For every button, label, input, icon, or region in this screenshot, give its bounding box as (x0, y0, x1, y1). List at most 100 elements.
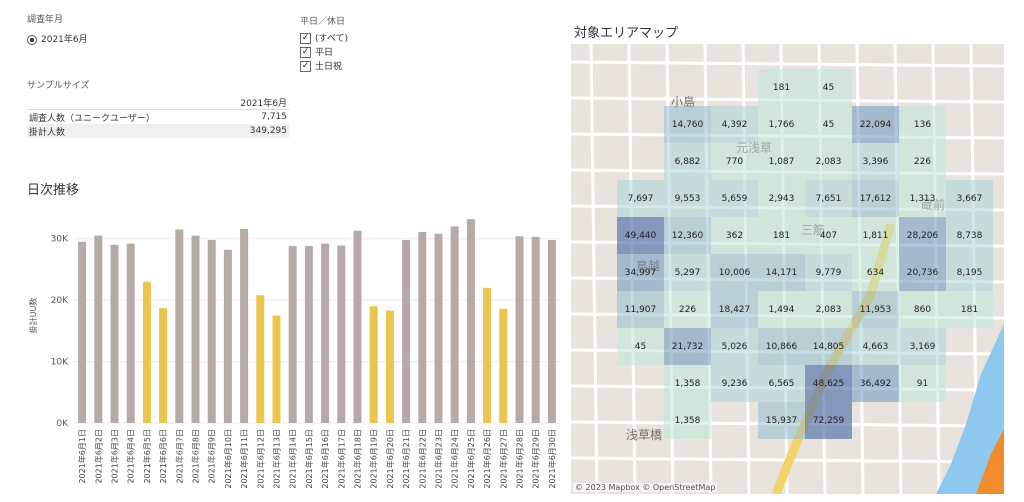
map-place-label: 小島 (671, 94, 695, 109)
map-grid-cell[interactable]: 14,805 (805, 328, 852, 365)
map-grid-cell[interactable]: 5,659 (711, 180, 758, 217)
sample-row-value: 7,715 (261, 112, 287, 122)
y-tick-label: 0K (56, 419, 69, 429)
river (936, 324, 1004, 494)
map-grid-cell[interactable]: 9,236 (711, 365, 758, 402)
daytype-option-holiday[interactable]: ✓ 土日祝 (300, 61, 343, 72)
map-grid-cell[interactable]: 181 (758, 217, 805, 254)
map-grid-cell[interactable]: 1,766 (758, 106, 805, 143)
radio-selected-icon (27, 34, 37, 45)
map-grid-cell[interactable]: 3,169 (899, 328, 946, 365)
y-tick-label: 10K (51, 358, 69, 368)
map-grid-cell[interactable]: 11,953 (852, 291, 899, 328)
sample-size-table: 2021年6月 調査人数（ユニークユーザー） 7,715 掛計人数 349,29… (27, 95, 289, 138)
map-grid-cell[interactable]: 34,997 (617, 254, 664, 291)
map-grid-cell[interactable]: 860 (899, 291, 946, 328)
map-grid-cell[interactable]: 18,427 (711, 291, 758, 328)
x-tick-label: 2021年6月21日 (401, 429, 411, 489)
month-value: 2021年6月 (41, 35, 88, 45)
map-grid-cell[interactable]: 10,866 (758, 328, 805, 365)
month-radio[interactable]: 2021年6月 (27, 32, 88, 45)
map-grid-cell[interactable]: 17,612 (852, 180, 899, 217)
map-grid-cell[interactable]: 1,358 (664, 365, 711, 402)
map-grid-cell[interactable]: 407 (805, 217, 852, 254)
y-tick-label: 20K (51, 296, 69, 306)
map-grid-cell[interactable]: 1,494 (758, 291, 805, 328)
bar (304, 246, 313, 423)
map-grid-cell[interactable]: 21,732 (664, 328, 711, 365)
sample-column-header: 2021年6月 (240, 98, 287, 109)
map-grid-cell[interactable]: 136 (899, 106, 946, 143)
area-map[interactable]: 小島鳥越浅草橋蔵前三筋元浅草 1814514,7604,3921,7664522… (571, 44, 1004, 494)
map-grid-cell[interactable]: 4,663 (852, 328, 899, 365)
map-grid-cell[interactable]: 10,006 (711, 254, 758, 291)
bar (240, 228, 249, 423)
map-grid-cell[interactable]: 15,937 (758, 402, 805, 439)
bar (159, 308, 168, 423)
bar (78, 241, 87, 423)
map-grid-cell[interactable]: 226 (899, 143, 946, 180)
daytype-option-all[interactable]: ✓ (すべて) (300, 33, 349, 44)
map-grid-cell[interactable]: 12,360 (664, 217, 711, 254)
map-grid-cell[interactable]: 3,396 (852, 143, 899, 180)
y-axis-label: 掛計UU数 (28, 298, 38, 334)
x-tick-label: 2021年6月9日 (207, 429, 217, 484)
map-grid-cell[interactable]: 5,297 (664, 254, 711, 291)
map-grid-cell[interactable]: 14,171 (758, 254, 805, 291)
map-grid-cell[interactable]: 6,565 (758, 365, 805, 402)
map-grid-cell[interactable]: 9,779 (805, 254, 852, 291)
bar (142, 281, 151, 423)
map-grid-cell[interactable]: 49,440 (617, 217, 664, 254)
x-tick-label: 2021年6月11日 (239, 429, 249, 489)
map-grid-cell[interactable]: 22,094 (852, 106, 899, 143)
x-tick-label: 2021年6月20日 (385, 429, 395, 489)
map-grid-cell[interactable]: 14,760 (664, 106, 711, 143)
map-grid-cell[interactable]: 72,259 (805, 402, 852, 439)
map-grid-cell[interactable]: 9,553 (664, 180, 711, 217)
map-grid-cell[interactable]: 2,083 (805, 291, 852, 328)
checkbox-checked-icon: ✓ (300, 33, 311, 44)
map-grid-cell[interactable]: 6,882 (664, 143, 711, 180)
y-tick-label: 30K (51, 235, 69, 245)
x-tick-label: 2021年6月5日 (142, 429, 152, 484)
map-grid-cell[interactable]: 4,392 (711, 106, 758, 143)
map-grid-cell[interactable]: 1,087 (758, 143, 805, 180)
map-grid-cell[interactable]: 362 (711, 217, 758, 254)
map-grid-cell[interactable]: 7,697 (617, 180, 664, 217)
map-grid-cell[interactable]: 2,943 (758, 180, 805, 217)
map-grid-cell[interactable]: 770 (711, 143, 758, 180)
map-grid-cell[interactable]: 1,811 (852, 217, 899, 254)
map-grid-cell[interactable]: 634 (852, 254, 899, 291)
map-grid-cell[interactable]: 181 (758, 69, 805, 106)
map-grid-cell[interactable]: 1,313 (899, 180, 946, 217)
map-grid-cell[interactable]: 45 (617, 328, 664, 365)
map-grid-cell[interactable]: 48,625 (805, 365, 852, 402)
map-grid-cell[interactable]: 7,651 (805, 180, 852, 217)
street (589, 44, 599, 494)
map-grid-cell[interactable]: 181 (946, 291, 993, 328)
map-grid-cell[interactable]: 8,738 (946, 217, 993, 254)
daytype-option-weekday[interactable]: ✓ 平日 (300, 47, 334, 58)
bar (321, 243, 330, 423)
bar (499, 308, 508, 423)
map-grid-cell[interactable]: 11,907 (617, 291, 664, 328)
x-tick-label: 2021年6月22日 (417, 429, 427, 489)
bar (450, 226, 459, 423)
map-grid-cell[interactable]: 91 (899, 365, 946, 402)
map-grid-cell[interactable]: 8,195 (946, 254, 993, 291)
map-grid-cell[interactable]: 28,206 (899, 217, 946, 254)
map-grid-cell[interactable]: 3,667 (946, 180, 993, 217)
bar (256, 295, 265, 423)
map-grid-cell[interactable]: 36,492 (852, 365, 899, 402)
map-grid-cell[interactable]: 45 (805, 106, 852, 143)
map-grid-cell[interactable]: 5,026 (711, 328, 758, 365)
map-grid-cell[interactable]: 226 (664, 291, 711, 328)
map-grid-cell[interactable]: 1,358 (664, 402, 711, 439)
map-grid-cell[interactable]: 20,736 (899, 254, 946, 291)
x-tick-label: 2021年6月12日 (255, 429, 265, 489)
map-grid-cell[interactable]: 2,083 (805, 143, 852, 180)
daytype-checkbox-list: ✓ (すべて) ✓ 平日 ✓ 土日祝 (300, 32, 348, 74)
x-tick-label: 2021年6月28日 (515, 429, 525, 489)
riverside-road (976, 429, 1004, 494)
map-grid-cell[interactable]: 45 (805, 69, 852, 106)
